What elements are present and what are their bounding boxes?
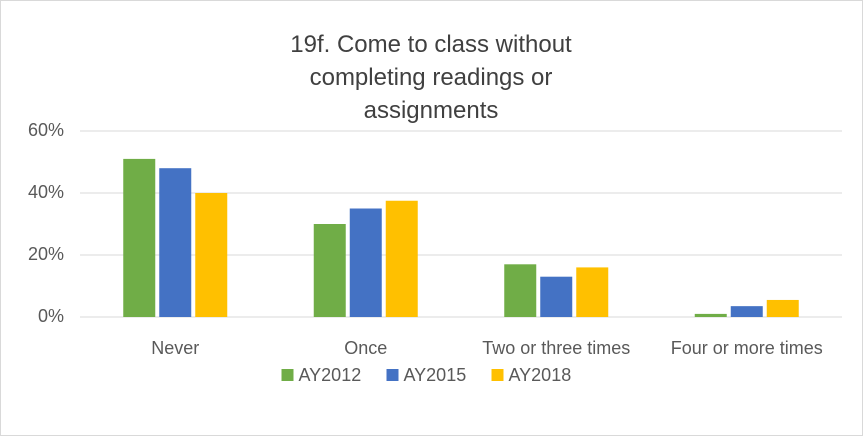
legend-label: AY2012 (299, 365, 362, 385)
x-tick-label: Two or three times (482, 338, 630, 358)
x-tick-label: Never (151, 338, 199, 358)
x-tick-label: Once (344, 338, 387, 358)
bar (195, 193, 228, 317)
legend-swatch (491, 369, 504, 381)
bar (766, 299, 799, 317)
bar (313, 224, 346, 317)
y-tick-label: 40% (28, 182, 64, 202)
bar (504, 264, 537, 317)
y-tick-label: 60% (28, 120, 64, 140)
chart-title: 19f. Come to class without completing re… (290, 31, 572, 124)
bar (576, 267, 609, 317)
bar (385, 200, 418, 317)
y-tick-label: 0% (38, 306, 64, 326)
y-tick-label: 20% (28, 244, 64, 264)
bar (730, 306, 763, 317)
bar (349, 208, 382, 317)
legend-label: AY2015 (404, 365, 467, 385)
bar (123, 158, 156, 317)
bar (694, 313, 727, 317)
legend-swatch (281, 369, 294, 381)
x-tick-label: Four or more times (671, 338, 823, 358)
legend-label: AY2018 (509, 365, 572, 385)
bar (159, 168, 192, 317)
legend-swatch (386, 369, 399, 381)
bar (540, 276, 573, 317)
